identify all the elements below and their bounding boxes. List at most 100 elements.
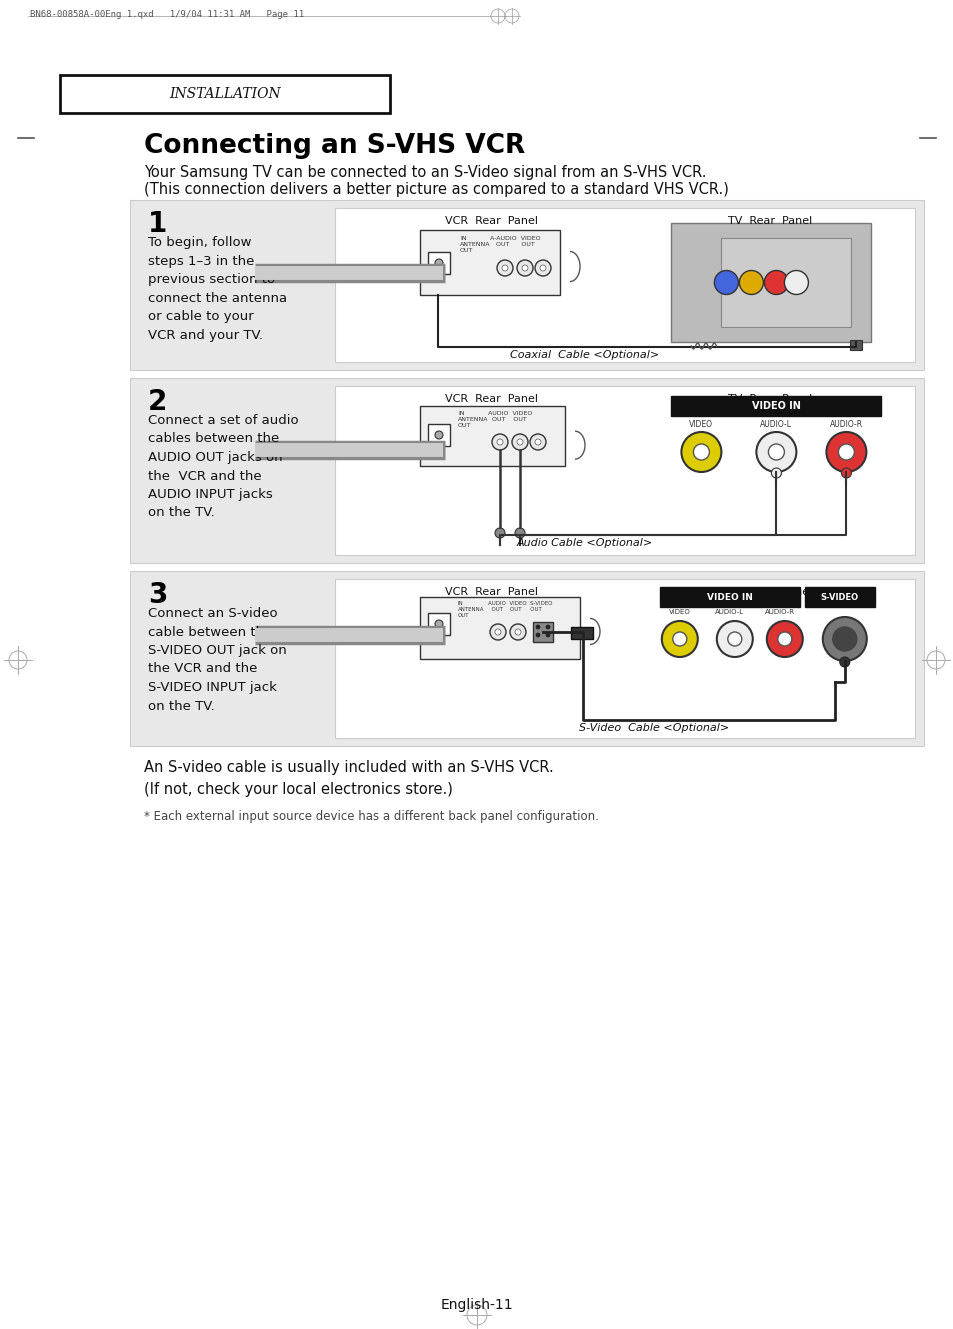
Text: Connecting an S-VHS VCR: Connecting an S-VHS VCR: [144, 133, 525, 159]
Circle shape: [766, 621, 802, 657]
Text: AUDIO-R: AUDIO-R: [829, 420, 862, 429]
Text: VIDEO IN: VIDEO IN: [751, 401, 800, 411]
Circle shape: [841, 468, 850, 478]
Bar: [571, 627, 593, 639]
Circle shape: [783, 271, 807, 295]
Circle shape: [515, 629, 520, 635]
Text: (If not, check your local electronics store.): (If not, check your local electronics st…: [144, 781, 453, 797]
Circle shape: [521, 264, 527, 271]
Text: (This connection delivers a better picture as compared to a standard VHS VCR.): (This connection delivers a better pictu…: [144, 182, 728, 197]
Circle shape: [838, 444, 854, 460]
Bar: [130, 571, 923, 746]
Circle shape: [435, 621, 442, 629]
Circle shape: [763, 271, 787, 295]
Circle shape: [535, 439, 540, 445]
Circle shape: [832, 627, 856, 651]
Text: 2: 2: [148, 388, 167, 416]
Circle shape: [821, 617, 866, 661]
Circle shape: [536, 633, 539, 637]
Circle shape: [545, 633, 550, 637]
Circle shape: [777, 633, 791, 646]
Circle shape: [530, 435, 545, 451]
Text: To begin, follow
steps 1–3 in the
previous section to
connect the antenna
or cab: To begin, follow steps 1–3 in the previo…: [148, 237, 287, 342]
Text: AUDIO-L: AUDIO-L: [760, 420, 792, 429]
Circle shape: [716, 621, 752, 657]
Bar: [659, 587, 799, 607]
Circle shape: [545, 625, 550, 629]
Text: IN
ANTENNA
OUT: IN ANTENNA OUT: [457, 601, 484, 618]
Text: An S-video cable is usually included with an S-VHS VCR.: An S-video cable is usually included wit…: [144, 760, 553, 775]
Text: AUDIO-R: AUDIO-R: [764, 609, 794, 615]
Bar: [419, 230, 559, 295]
Circle shape: [492, 435, 507, 451]
Circle shape: [536, 625, 539, 629]
Circle shape: [767, 444, 783, 460]
Text: VIDEO: VIDEO: [689, 420, 713, 429]
Text: S-VIDEO: S-VIDEO: [820, 593, 858, 602]
Text: BN68-00858A-00Eng 1.qxd   1/9/04 11:31 AM   Page 11: BN68-00858A-00Eng 1.qxd 1/9/04 11:31 AM …: [30, 11, 304, 19]
Text: VCR  Rear  Panel: VCR Rear Panel: [445, 393, 537, 404]
Circle shape: [661, 621, 697, 657]
Circle shape: [727, 633, 741, 646]
Text: AUDIO  VIDEO  S-VIDEO
  OUT    OUT     OUT: AUDIO VIDEO S-VIDEO OUT OUT OUT: [488, 601, 552, 611]
Text: 1: 1: [148, 210, 167, 238]
Circle shape: [497, 439, 502, 445]
Circle shape: [680, 432, 720, 472]
Text: S-Video  Cable <Optional>: S-Video Cable <Optional>: [578, 723, 728, 734]
Bar: [671, 396, 881, 416]
Circle shape: [512, 435, 527, 451]
Circle shape: [539, 264, 545, 271]
Text: AUDIO-L: AUDIO-L: [715, 609, 743, 615]
Circle shape: [839, 657, 849, 667]
Circle shape: [672, 633, 686, 646]
Circle shape: [510, 625, 525, 641]
Text: * Each external input source device has a different back panel configuration.: * Each external input source device has …: [144, 809, 598, 823]
Circle shape: [756, 432, 796, 472]
Bar: [60, 74, 390, 113]
Circle shape: [497, 260, 513, 276]
Bar: [849, 340, 862, 350]
Circle shape: [739, 271, 762, 295]
Text: TV  Rear  Panel: TV Rear Panel: [727, 393, 811, 404]
Bar: [419, 405, 564, 466]
Circle shape: [515, 528, 524, 538]
Text: VCR  Rear  Panel: VCR Rear Panel: [445, 217, 537, 226]
Circle shape: [490, 625, 505, 641]
Text: IN
ANTENNA
OUT: IN ANTENNA OUT: [459, 237, 490, 254]
Text: Connect an S-video
cable between the
S-VIDEO OUT jack on
the VCR and the
S-VIDEO: Connect an S-video cable between the S-V…: [148, 607, 287, 712]
Bar: [335, 385, 914, 556]
Bar: [533, 622, 553, 642]
Text: VIDEO IN: VIDEO IN: [706, 593, 752, 602]
Bar: [428, 424, 450, 447]
Text: Your Samsung TV can be connected to an S-Video signal from an S-VHS VCR.: Your Samsung TV can be connected to an S…: [144, 165, 706, 179]
Circle shape: [693, 444, 709, 460]
Circle shape: [535, 260, 551, 276]
Bar: [335, 209, 914, 361]
Text: VIDEO: VIDEO: [668, 609, 690, 615]
Bar: [130, 199, 923, 369]
Bar: [335, 579, 914, 738]
Circle shape: [714, 271, 738, 295]
Circle shape: [495, 528, 504, 538]
Bar: [428, 613, 450, 635]
Text: VCR  Rear  Panel: VCR Rear Panel: [445, 587, 537, 597]
Bar: [419, 597, 579, 659]
Text: Audio Cable <Optional>: Audio Cable <Optional>: [516, 538, 652, 548]
Bar: [720, 238, 850, 327]
Text: AUDIO  VIDEO
  OUT    OUT: AUDIO VIDEO OUT OUT: [488, 411, 532, 421]
Text: 3: 3: [148, 581, 167, 609]
Text: Connect a set of audio
cables between the
AUDIO OUT jacks on
the  VCR and the
AU: Connect a set of audio cables between th…: [148, 415, 298, 520]
Bar: [428, 253, 450, 274]
Text: Coaxial  Cable <Optional>: Coaxial Cable <Optional>: [509, 350, 659, 360]
Bar: [671, 223, 870, 342]
Circle shape: [517, 260, 533, 276]
Text: TV  Rear  Panel: TV Rear Panel: [727, 217, 811, 226]
Circle shape: [501, 264, 507, 271]
Text: IN
ANTENNA
OUT: IN ANTENNA OUT: [457, 411, 488, 428]
Text: English-11: English-11: [440, 1298, 513, 1312]
Text: TV  Rear  Panel: TV Rear Panel: [727, 587, 811, 597]
Circle shape: [825, 432, 865, 472]
Circle shape: [435, 259, 442, 267]
Bar: [804, 587, 874, 607]
Circle shape: [435, 431, 442, 439]
